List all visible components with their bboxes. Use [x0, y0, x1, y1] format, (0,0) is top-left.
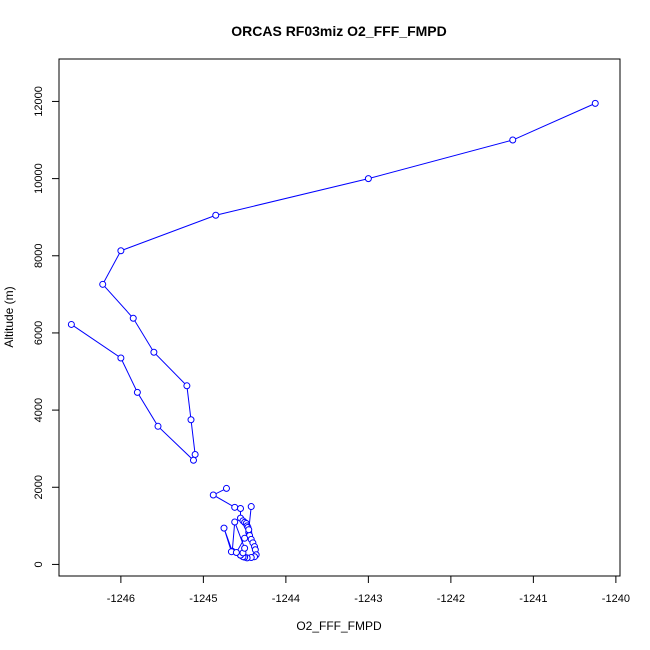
chart-title: ORCAS RF03miz O2_FFF_FMPD: [231, 23, 446, 39]
data-point: [591, 99, 599, 107]
x-tick-label: -1245: [189, 593, 217, 605]
x-axis: -1246 -1245 -1244 -1243 -1242 -1241 -1240: [107, 575, 630, 605]
series-line: [71, 102, 596, 462]
x-tick-label: -1242: [437, 593, 465, 605]
data-point: [154, 422, 162, 430]
data-point: [209, 491, 217, 499]
x-tick-label: -1241: [519, 593, 547, 605]
data-point: [189, 456, 197, 464]
x-tick-label: -1240: [602, 593, 630, 605]
data-point: [191, 450, 199, 458]
data-point: [222, 484, 230, 492]
y-axis-label: Altitude (m): [2, 286, 16, 347]
data-point: [183, 382, 191, 390]
data-point: [231, 503, 239, 511]
data-point: [117, 354, 125, 362]
data-point: [237, 504, 244, 512]
plot-frame: [58, 58, 621, 577]
data-point: [245, 526, 253, 534]
data-point: [220, 524, 228, 532]
data-point: [364, 175, 372, 183]
data-point: [133, 388, 141, 396]
x-tick-label: -1246: [107, 593, 135, 605]
data-point: [117, 247, 125, 255]
y-tick-label: 4000: [33, 398, 45, 422]
y-axis: 0 2000 4000 6000 8000 10000 12000: [33, 86, 60, 567]
y-tick-label: 10000: [33, 163, 45, 194]
y-tick-label: 6000: [33, 321, 45, 345]
data-point: [150, 348, 158, 356]
y-tick-label: 12000: [33, 86, 45, 117]
x-tick-label: -1243: [354, 593, 382, 605]
x-tick-label: -1244: [272, 593, 300, 605]
y-tick-label: 0: [33, 561, 45, 567]
y-tick-label: 2000: [33, 475, 45, 499]
data-point: [241, 544, 249, 552]
data-point: [99, 280, 107, 288]
data-point: [247, 503, 255, 511]
data-point: [241, 534, 249, 542]
data-point: [67, 320, 75, 328]
data-point: [129, 314, 137, 322]
y-tick-label: 8000: [33, 244, 45, 268]
data-point: [212, 211, 220, 219]
data-point: [509, 136, 517, 144]
data-point: [187, 416, 195, 424]
data-point: [232, 548, 240, 556]
series-layer: [67, 99, 599, 562]
data-point: [231, 518, 239, 526]
x-axis-label: O2_FFF_FMPD: [296, 619, 382, 633]
